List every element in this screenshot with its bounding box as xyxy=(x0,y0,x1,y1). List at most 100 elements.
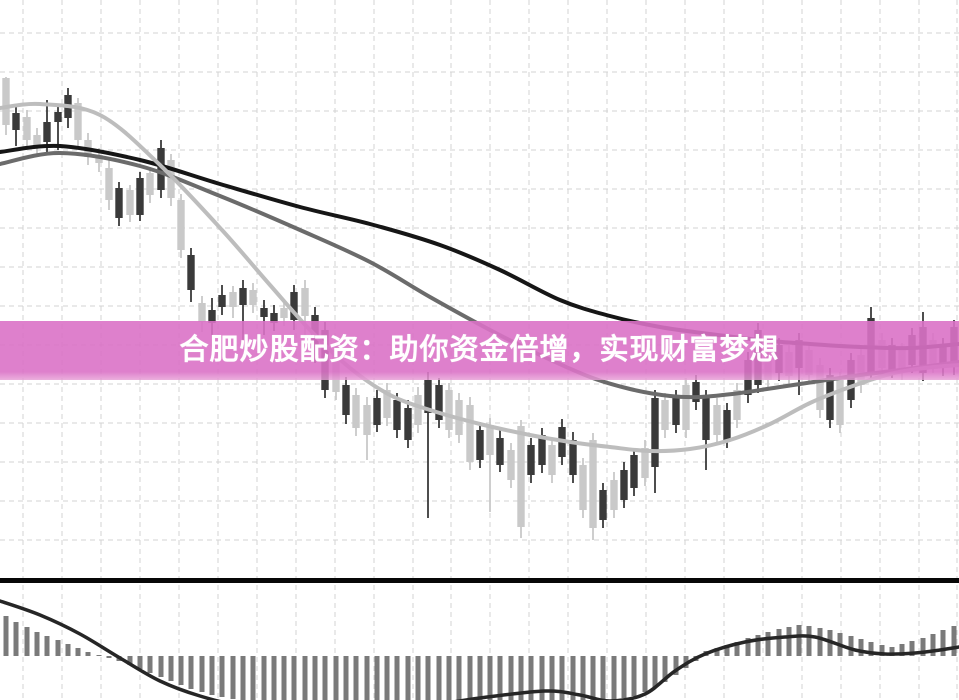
macd-histogram-bar xyxy=(734,642,740,656)
macd-histogram-bar xyxy=(281,656,287,700)
candlestick xyxy=(517,426,525,527)
candlestick xyxy=(651,398,659,467)
candlestick xyxy=(23,117,31,140)
macd-histogram-bar xyxy=(127,656,133,665)
macd-histogram-bar xyxy=(920,638,926,656)
macd-histogram-bar xyxy=(528,656,534,700)
macd-histogram-bar xyxy=(168,656,174,681)
macd-histogram-bar xyxy=(909,641,915,656)
macd-histogram-bar xyxy=(940,630,946,656)
macd-histogram-bar xyxy=(889,647,895,656)
macd-histogram-bar xyxy=(250,656,256,700)
candlestick xyxy=(826,375,834,420)
candlestick xyxy=(12,113,20,130)
candlestick xyxy=(290,292,298,320)
candlestick xyxy=(383,390,391,418)
macd-histogram-bar xyxy=(776,629,782,656)
macd-histogram-bar xyxy=(188,656,194,689)
macd-histogram-bar xyxy=(3,616,9,656)
candlestick xyxy=(661,400,669,430)
macd-histogram-bar xyxy=(848,636,854,656)
macd-histogram-bar xyxy=(75,648,81,656)
macd-histogram-bar xyxy=(580,656,586,700)
candlestick xyxy=(702,397,710,440)
candlestick xyxy=(74,103,82,140)
candlestick xyxy=(466,405,474,462)
candlestick xyxy=(363,405,371,435)
candlestick xyxy=(260,308,268,317)
macd-histogram-bar xyxy=(394,656,400,700)
candlestick xyxy=(733,390,741,420)
macd-histogram-bar xyxy=(714,648,720,656)
candlestick xyxy=(54,112,62,122)
candlestick xyxy=(569,440,577,475)
candlestick xyxy=(589,440,597,528)
promo-banner: 合肥炒股配资：助你资金倍增，实现财富梦想 xyxy=(0,321,959,380)
candlestick xyxy=(424,380,432,413)
macd-histogram-bar xyxy=(796,625,802,656)
macd-histogram-bar xyxy=(621,656,627,698)
macd-histogram-bar xyxy=(13,622,19,656)
candlestick xyxy=(126,190,134,215)
macd-histogram-bar xyxy=(240,656,246,700)
macd-histogram-bar xyxy=(436,656,442,700)
macd-histogram-bar xyxy=(652,656,658,687)
candlestick xyxy=(641,448,649,478)
macd-histogram-bar xyxy=(291,656,297,700)
candlestick xyxy=(33,135,41,147)
macd-histogram-bar xyxy=(405,656,411,700)
candlestick xyxy=(527,445,535,475)
macd-histogram-bar xyxy=(786,627,792,656)
macd-histogram-bar xyxy=(487,656,493,700)
macd-histogram-bar xyxy=(261,656,267,700)
candlestick xyxy=(208,310,216,323)
candlestick xyxy=(177,200,185,250)
macd-histogram-bar xyxy=(745,638,751,656)
macd-histogram-bar xyxy=(106,656,112,658)
macd-histogram-bar xyxy=(951,626,957,656)
candlestick xyxy=(218,295,226,307)
candlestick xyxy=(167,160,175,198)
macd-histogram-bar xyxy=(34,632,40,656)
candlestick xyxy=(692,382,700,402)
candlestick xyxy=(136,178,144,215)
candlestick xyxy=(393,400,401,430)
candlestick xyxy=(435,385,443,420)
macd-histogram-bar xyxy=(137,656,143,669)
macd-histogram-bar xyxy=(765,632,771,656)
ma-layer xyxy=(0,101,959,454)
macd-histogram-bar xyxy=(508,656,514,700)
candlestick xyxy=(630,455,638,488)
candlestick xyxy=(342,385,350,415)
candlestick xyxy=(476,430,484,460)
macd-histogram-bar xyxy=(65,644,71,656)
macd-histogram-bar xyxy=(662,656,668,682)
macd-histogram-bar xyxy=(930,634,936,656)
candlestick xyxy=(847,360,855,400)
candlestick xyxy=(579,465,587,510)
candlestick xyxy=(115,188,123,218)
macd-histogram-bar xyxy=(539,656,545,700)
macd-histogram-bar xyxy=(673,656,679,675)
macd-histogram-bar xyxy=(199,656,205,692)
macd-histogram-bar xyxy=(219,656,225,697)
candlestick xyxy=(373,398,381,425)
macd-histogram-bar xyxy=(44,636,50,656)
promo-banner-text: 合肥炒股配资：助你资金倍增，实现财富梦想 xyxy=(179,334,780,366)
macd-histogram-bar xyxy=(590,656,596,700)
ma-line-light-gray xyxy=(0,101,959,454)
macd-histogram-bar xyxy=(24,627,30,656)
candlestick xyxy=(672,398,680,425)
macd-histogram-bar xyxy=(549,656,555,700)
macd-histogram-bar xyxy=(158,656,164,677)
candlestick xyxy=(548,445,556,475)
macd-histogram-bar xyxy=(96,655,102,656)
macd-histogram-bar xyxy=(333,656,339,700)
candlestick xyxy=(301,288,309,316)
macd-histogram-bar xyxy=(559,656,565,700)
macd-histogram-bar xyxy=(353,656,359,700)
macd-histogram-bar xyxy=(497,656,503,700)
candlestick xyxy=(270,313,278,323)
macd-histogram-bar xyxy=(477,656,483,700)
